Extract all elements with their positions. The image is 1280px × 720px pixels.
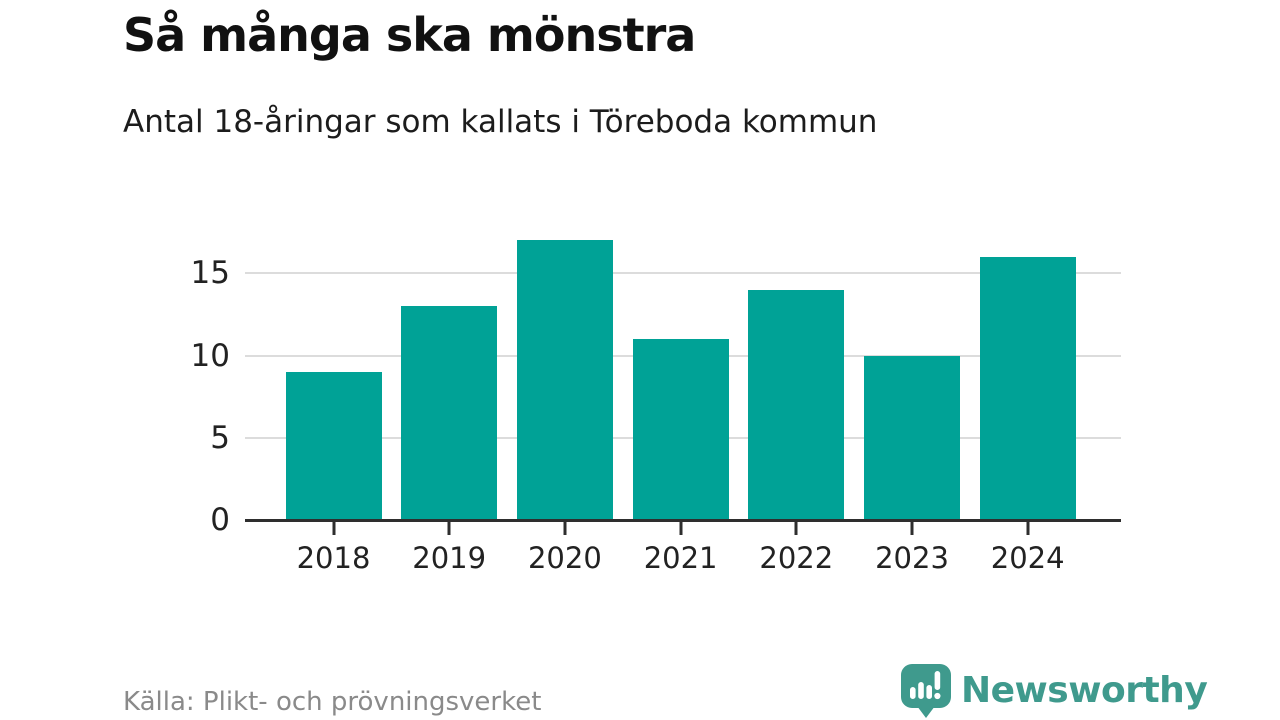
newsworthy-logo: Newsworthy <box>901 664 1208 718</box>
newsworthy-wordmark: Newsworthy <box>961 670 1208 711</box>
x-tick-label: 2019 <box>412 541 487 575</box>
x-tick <box>1026 520 1030 535</box>
bar <box>632 339 729 520</box>
newsworthy-bubble-icon <box>901 664 951 718</box>
y-tick-label: 0 <box>210 502 230 538</box>
x-tick <box>447 520 451 535</box>
x-tick <box>910 520 914 535</box>
bar <box>864 355 960 520</box>
x-tick-label: 2020 <box>527 541 602 575</box>
x-tick-label: 2024 <box>990 541 1065 575</box>
y-tick-label: 15 <box>190 255 230 292</box>
x-tick <box>563 520 567 535</box>
bar <box>979 256 1076 520</box>
gridline <box>245 272 1121 275</box>
x-tick-label: 2018 <box>296 541 371 575</box>
x-tick-label: 2022 <box>759 541 834 575</box>
y-tick-label: 5 <box>210 419 230 456</box>
chart-title: Så många ska mönstra <box>123 8 696 62</box>
x-axis-line <box>245 518 1121 522</box>
source-note: Källa: Plikt- och prövningsverket <box>123 687 542 717</box>
chart-subtitle: Antal 18-åringar som kallats i Töreboda … <box>123 104 878 140</box>
y-tick-label: 10 <box>190 337 230 374</box>
x-tick-label: 2021 <box>643 541 718 575</box>
bar <box>748 289 845 520</box>
bar <box>401 306 498 520</box>
x-tick <box>332 520 335 535</box>
x-tick <box>794 520 798 535</box>
bar <box>285 371 382 520</box>
bar <box>516 240 613 520</box>
x-tick <box>679 520 683 535</box>
x-tick-label: 2023 <box>875 541 949 575</box>
